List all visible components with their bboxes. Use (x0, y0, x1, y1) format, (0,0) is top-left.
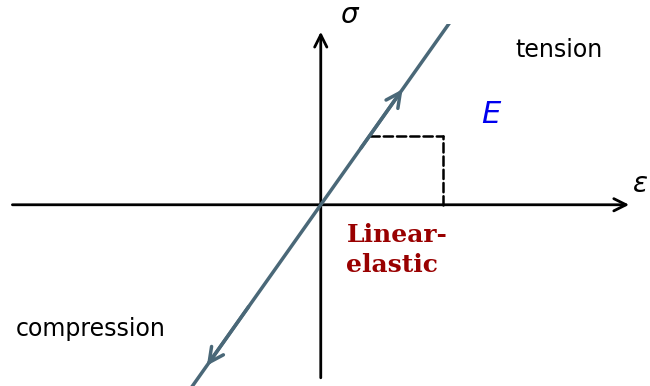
Text: compression: compression (16, 317, 166, 341)
Text: Linear-
elastic: Linear- elastic (346, 223, 447, 277)
Text: $\sigma$: $\sigma$ (340, 1, 360, 29)
Text: tension: tension (516, 38, 603, 62)
Text: $E$: $E$ (481, 100, 502, 129)
Text: $\varepsilon$: $\varepsilon$ (632, 169, 648, 198)
